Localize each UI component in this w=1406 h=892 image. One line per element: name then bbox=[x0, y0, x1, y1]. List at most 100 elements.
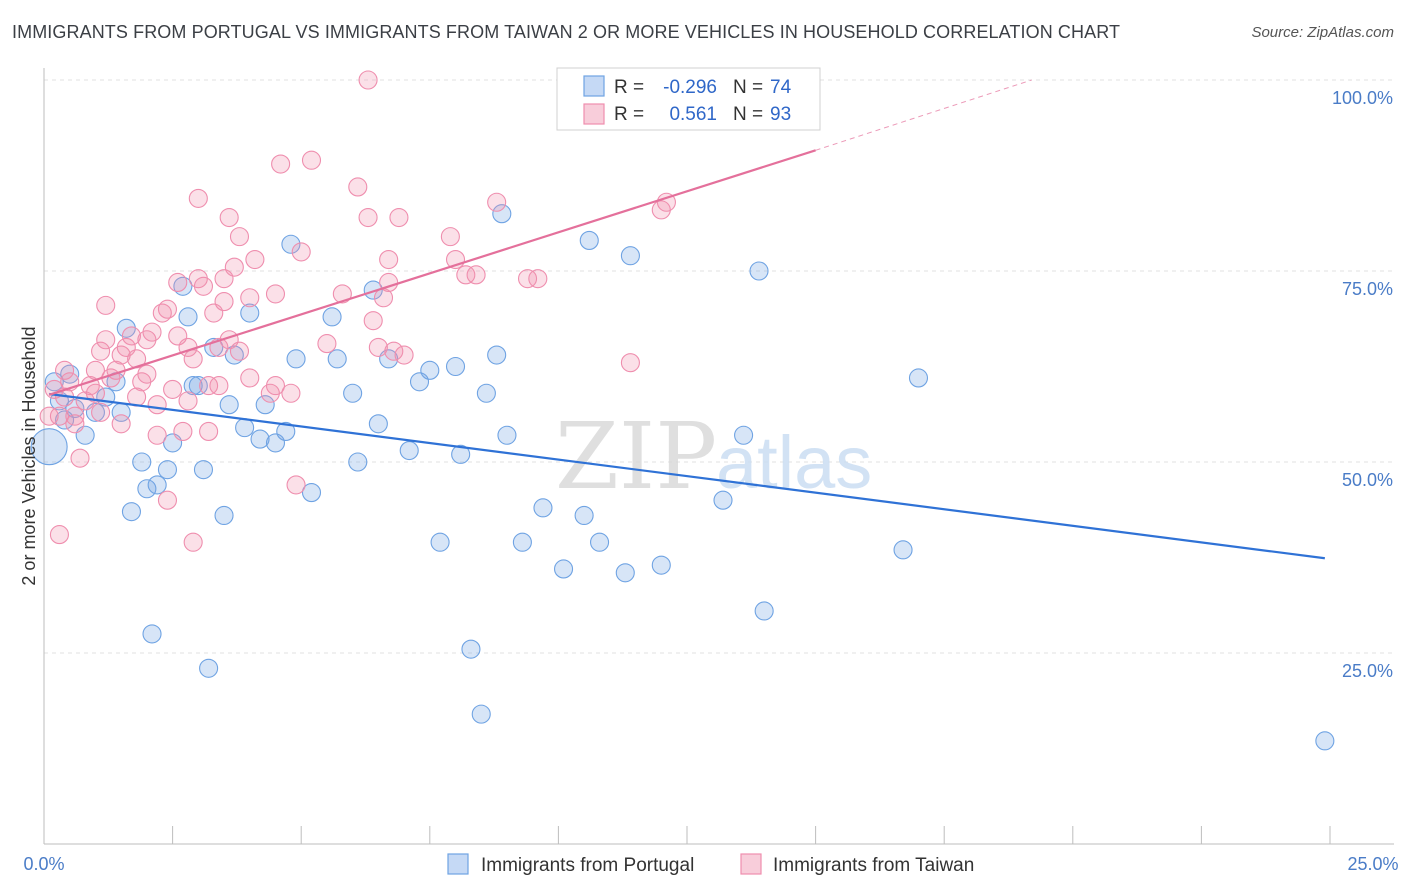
taiwan-point-67 bbox=[348, 177, 368, 197]
portugal-point-64 bbox=[620, 246, 640, 266]
taiwan-point-80 bbox=[456, 265, 476, 285]
taiwan-point-44 bbox=[199, 376, 219, 396]
taiwan-trend-extension bbox=[815, 79, 1032, 151]
portugal-point-61 bbox=[579, 230, 599, 250]
portugal-point-52 bbox=[471, 704, 491, 724]
portugal-point-29 bbox=[235, 418, 255, 438]
y-tick-label-75: 75.0% bbox=[1342, 279, 1393, 299]
taiwan-point-35 bbox=[173, 421, 193, 441]
taiwan-point-63 bbox=[291, 242, 311, 262]
taiwan-point-85 bbox=[620, 353, 640, 373]
taiwan-point-65 bbox=[317, 334, 337, 354]
portugal-point-0 bbox=[30, 428, 68, 466]
taiwan-point-89 bbox=[91, 402, 111, 422]
legend-stats: R = -0.296 N = 74 R = 0.561 N = 93 bbox=[556, 67, 821, 131]
portugal-point-22 bbox=[188, 376, 208, 396]
portugal-point-37 bbox=[301, 483, 322, 503]
portugal-point-20 bbox=[178, 307, 198, 327]
taiwan-point-27 bbox=[147, 395, 167, 415]
source-credit: Source: ZipAtlas.com bbox=[1251, 24, 1394, 41]
portugal-point-39 bbox=[327, 349, 347, 369]
taiwan-point-58 bbox=[265, 284, 286, 304]
taiwan-point-60 bbox=[271, 154, 291, 174]
portugal-point-57 bbox=[512, 532, 532, 552]
legend-portugal-swatch bbox=[583, 75, 605, 97]
legend-portugal-r-value: -0.296 bbox=[663, 77, 717, 98]
chart-title: IMMIGRANTS FROM PORTUGAL VS IMMIGRANTS F… bbox=[12, 22, 1121, 42]
taiwan-point-43 bbox=[199, 421, 219, 441]
portugal-point-23 bbox=[193, 460, 214, 480]
taiwan-point-81 bbox=[466, 265, 486, 285]
portugal-point-40 bbox=[343, 383, 363, 403]
portugal-point-55 bbox=[492, 204, 512, 224]
portugal-point-28 bbox=[224, 345, 244, 365]
portugal-point-16 bbox=[147, 475, 167, 495]
portugal-point-70 bbox=[893, 540, 913, 560]
taiwan-point-14 bbox=[96, 295, 116, 315]
legend-bottom-taiwan-swatch bbox=[740, 853, 762, 875]
taiwan-point-74 bbox=[379, 249, 399, 270]
portugal-point-69 bbox=[754, 601, 774, 621]
taiwan-point-78 bbox=[440, 227, 460, 247]
taiwan-point-30 bbox=[157, 299, 178, 319]
taiwan-point-70 bbox=[363, 311, 383, 331]
taiwan-point-13 bbox=[91, 341, 111, 361]
legend-bottom-taiwan-label: Immigrants from Taiwan bbox=[773, 855, 974, 876]
taiwan-point-71 bbox=[368, 337, 388, 357]
portugal-point-19 bbox=[173, 276, 193, 296]
taiwan-point-47 bbox=[214, 292, 234, 312]
portugal-point-14 bbox=[137, 479, 157, 499]
taiwan-point-28 bbox=[147, 425, 167, 445]
taiwan-point-76 bbox=[389, 207, 409, 228]
portugal-point-36 bbox=[286, 349, 306, 369]
taiwan-point-6 bbox=[65, 406, 85, 426]
taiwan-point-19 bbox=[111, 414, 131, 434]
taiwan-point-26 bbox=[142, 322, 162, 342]
portugal-point-45 bbox=[399, 440, 419, 461]
portugal-point-38 bbox=[322, 307, 342, 327]
portugal-point-71 bbox=[908, 368, 929, 388]
taiwan-point-90 bbox=[137, 364, 157, 384]
legend-taiwan-r-label: R = bbox=[614, 104, 644, 125]
taiwan-point-0 bbox=[39, 406, 59, 426]
taiwan-point-84 bbox=[528, 269, 548, 289]
taiwan-point-12 bbox=[85, 383, 105, 403]
portugal-point-47 bbox=[420, 360, 440, 380]
taiwan-point-42 bbox=[193, 276, 214, 296]
portugal-point-68 bbox=[749, 261, 769, 281]
taiwan-point-64 bbox=[301, 150, 322, 170]
portugal-point-26 bbox=[214, 505, 234, 526]
portugal-point-53 bbox=[476, 383, 496, 403]
portugal-point-34 bbox=[276, 421, 296, 441]
portugal-point-27 bbox=[219, 395, 239, 415]
taiwan-point-56 bbox=[245, 249, 265, 270]
taiwan-point-62 bbox=[286, 475, 306, 495]
taiwan-point-38 bbox=[183, 349, 203, 369]
y-tick-labels: 100.0% 75.0% 50.0% 25.0% bbox=[1332, 88, 1393, 681]
taiwan-point-39 bbox=[183, 532, 203, 552]
legend-portugal-n-label: N = bbox=[733, 77, 763, 98]
taiwan-point-41 bbox=[188, 188, 208, 208]
portugal-point-30 bbox=[240, 303, 260, 323]
legend-taiwan-r-value: 0.561 bbox=[669, 104, 717, 125]
trend-lines bbox=[48, 79, 1325, 560]
portugal-point-32 bbox=[255, 395, 275, 415]
taiwan-point-15 bbox=[96, 330, 116, 350]
portugal-point-17 bbox=[157, 460, 178, 480]
portugal-point-43 bbox=[368, 414, 388, 434]
taiwan-point-83 bbox=[517, 269, 538, 289]
portugal-point-62 bbox=[590, 532, 610, 552]
taiwan-point-61 bbox=[281, 383, 301, 403]
portugal-point-63 bbox=[615, 563, 635, 583]
portugal-point-13 bbox=[132, 452, 152, 472]
gridlines bbox=[44, 79, 1394, 654]
taiwan-point-55 bbox=[240, 368, 260, 388]
portugal-point-58 bbox=[533, 498, 553, 518]
y-tick-label-25: 25.0% bbox=[1342, 661, 1393, 681]
taiwan-point-31 bbox=[157, 490, 178, 510]
taiwan-point-91 bbox=[209, 376, 229, 396]
taiwan-point-29 bbox=[152, 303, 172, 323]
y-tick-label-50: 50.0% bbox=[1342, 470, 1393, 490]
taiwan-point-33 bbox=[168, 272, 188, 293]
